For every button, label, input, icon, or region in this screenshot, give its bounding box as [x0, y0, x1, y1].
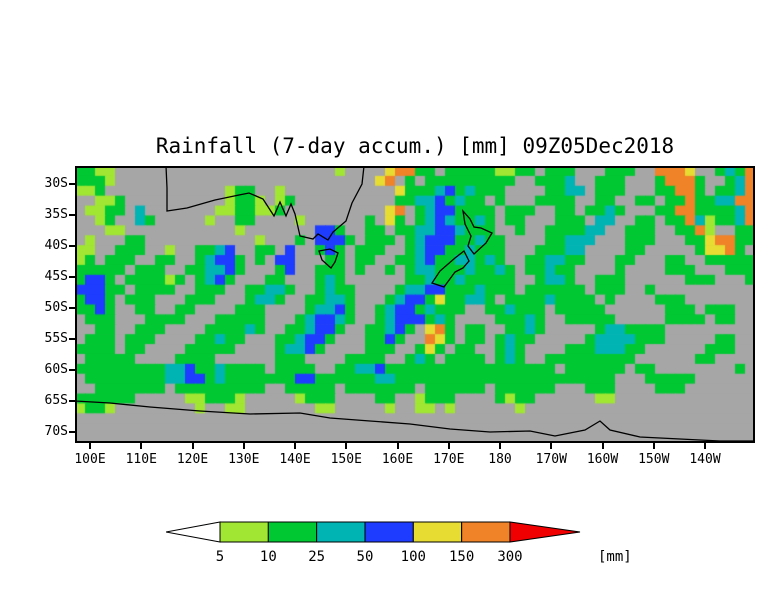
legend-above-arrow [509, 521, 581, 543]
x-tick-mark [652, 443, 655, 449]
legend-below-arrow [166, 521, 221, 543]
x-tick-mark [550, 443, 553, 449]
x-tick-label: 120E [176, 452, 209, 467]
x-tick-label: 160E [381, 452, 414, 467]
x-tick-mark [447, 443, 450, 449]
coastline-tasmania [318, 248, 339, 269]
legend-label: 10 [260, 549, 277, 565]
legend-label: 300 [497, 549, 522, 565]
map-plot-area [75, 166, 755, 443]
x-tick-mark [140, 443, 143, 449]
coastlines-overlay [75, 166, 755, 443]
coastline-australia [165, 166, 365, 241]
legend-label: 150 [449, 549, 474, 565]
x-tick-label: 100E [74, 452, 106, 467]
y-tick-label: 70S [44, 424, 68, 439]
y-tick-label: 60S [44, 362, 68, 377]
colorbar-legend: 5 10 25 50 100 150 300 [mm] [166, 521, 632, 565]
x-tick-label: 140W [689, 452, 721, 467]
y-tick-label: 35S [44, 207, 68, 222]
chart-title: Rainfall (7-day accum.) [mm] 09Z05Dec201… [155, 134, 675, 158]
legend-segment [412, 521, 463, 543]
legend-segment [316, 521, 366, 543]
x-tick-mark [345, 443, 348, 449]
x-tick-mark [242, 443, 245, 449]
x-tick-label: 160W [586, 452, 619, 467]
x-tick-label: 150W [638, 452, 670, 467]
x-tick-mark [396, 443, 399, 449]
y-tick-label: 50S [44, 300, 68, 315]
x-tick-label: 170E [433, 452, 465, 467]
legend-label: 5 [216, 549, 224, 565]
legend-segment [364, 521, 414, 543]
y-tick-label: 45S [44, 269, 68, 284]
y-tick-label: 55S [44, 331, 68, 346]
coastline-antarctica [75, 400, 755, 442]
legend-label: 100 [401, 549, 426, 565]
legend-segment [461, 521, 511, 543]
rainfall-heatmap [75, 166, 755, 443]
x-tick-mark [704, 443, 706, 449]
x-tick-mark [294, 443, 296, 449]
x-tick-mark [499, 443, 501, 449]
coastline-nz-north-island [462, 208, 493, 255]
y-tick-label: 65S [44, 393, 68, 408]
x-tick-label: 130E [228, 452, 260, 467]
y-tick-label: 40S [44, 238, 68, 253]
plot-border [75, 166, 755, 443]
x-tick-label: 170W [535, 452, 567, 467]
legend-label: 50 [357, 549, 374, 565]
x-tick-mark [191, 443, 194, 449]
x-tick-label: 150E [330, 452, 362, 467]
x-tick-mark [601, 443, 604, 449]
x-tick-label: 110E [125, 452, 157, 467]
legend-label: 25 [308, 549, 325, 565]
x-tick-label: 180 [488, 452, 512, 467]
coastline-nz-south-island [430, 250, 470, 288]
x-tick-label: 140E [279, 452, 311, 467]
x-tick-mark [89, 443, 91, 449]
legend-unit-label: [mm] [598, 549, 632, 565]
legend-segment [267, 521, 318, 543]
y-tick-label: 30S [44, 176, 68, 191]
legend-segment [219, 521, 269, 543]
